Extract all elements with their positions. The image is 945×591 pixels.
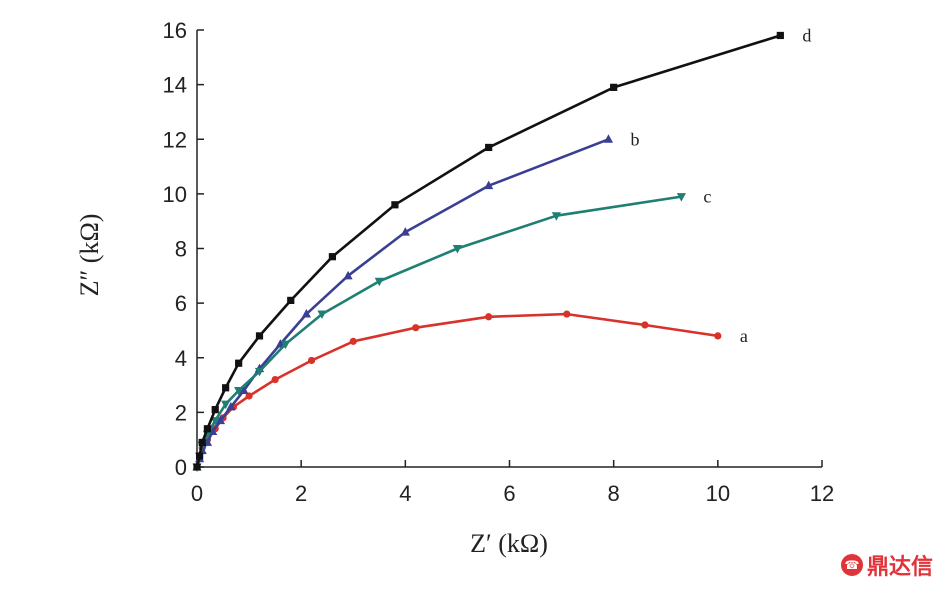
series-d-point bbox=[610, 83, 618, 91]
watermark-text: 鼎达信 bbox=[866, 555, 933, 580]
series-d-point bbox=[485, 143, 493, 152]
y-tick-label: 2 bbox=[175, 400, 187, 425]
series-b-point bbox=[226, 401, 236, 411]
series-c-point bbox=[221, 400, 231, 410]
series-d: d bbox=[193, 25, 811, 471]
series-b-line bbox=[195, 138, 609, 468]
series-a-point bbox=[641, 321, 649, 329]
series-layer: a b c d bbox=[192, 25, 811, 472]
series-d-point bbox=[196, 452, 204, 460]
series-a-point bbox=[485, 313, 493, 321]
x-tick-label: 6 bbox=[503, 481, 515, 506]
series-b: b bbox=[192, 129, 639, 471]
series-c-point bbox=[280, 340, 291, 350]
series-b-point bbox=[400, 227, 410, 236]
series-d-point bbox=[391, 201, 399, 209]
x-tick-label: 4 bbox=[399, 481, 411, 506]
series-c-point bbox=[210, 417, 220, 426]
series-c-point bbox=[254, 367, 265, 377]
watermark: ☎ 鼎达信 bbox=[840, 549, 933, 581]
series-c-point bbox=[317, 310, 327, 320]
series-d-label: d bbox=[802, 25, 811, 45]
series-b-point bbox=[215, 415, 226, 425]
series-a-point bbox=[307, 356, 316, 365]
series-d-point bbox=[211, 406, 219, 414]
y-tick-label: 8 bbox=[175, 237, 187, 262]
series-b-point bbox=[301, 309, 311, 318]
x-tick-label: 8 bbox=[608, 481, 620, 506]
axes: 0 2 4 6 8 10 12 0 2 4 6 8 10 12 14 16 bbox=[163, 18, 835, 506]
y-axis-title: Z″ (kΩ) bbox=[75, 214, 104, 297]
series-a-label: a bbox=[740, 326, 748, 346]
series-a-point bbox=[563, 310, 571, 318]
series-a-point bbox=[271, 376, 279, 384]
series-b-point bbox=[603, 134, 614, 143]
series-c-line bbox=[195, 195, 682, 468]
series-a-point bbox=[714, 332, 722, 340]
series-d-point bbox=[287, 296, 295, 304]
series-b-point bbox=[484, 180, 494, 190]
x-tick-label: 12 bbox=[810, 481, 834, 506]
series-b-label: b bbox=[630, 129, 639, 149]
y-tick-label: 16 bbox=[163, 18, 187, 43]
x-tick-label: 2 bbox=[295, 481, 307, 506]
x-tick-label: 0 bbox=[191, 481, 203, 506]
series-d-point bbox=[328, 253, 337, 261]
series-d-point bbox=[776, 31, 784, 40]
series-d-point bbox=[193, 463, 201, 471]
series-d-point bbox=[203, 425, 212, 433]
series-d-point bbox=[198, 438, 206, 447]
series-c-point bbox=[234, 387, 244, 396]
series-b-point bbox=[343, 270, 353, 280]
x-tick-label: 10 bbox=[706, 481, 730, 506]
series-a-point bbox=[349, 337, 357, 345]
series-a-line bbox=[195, 312, 718, 468]
y-tick-label: 6 bbox=[175, 291, 187, 316]
y-tick-label: 10 bbox=[163, 182, 187, 207]
series-c-label: c bbox=[703, 187, 711, 207]
series-a-point bbox=[412, 324, 420, 332]
y-tick-label: 12 bbox=[163, 127, 187, 152]
series-c-point bbox=[452, 245, 463, 254]
series-d-point bbox=[222, 384, 230, 392]
series-a: a bbox=[193, 310, 748, 471]
watermark-logo-icon: ☎ bbox=[840, 554, 863, 576]
y-tick-label: 0 bbox=[175, 455, 187, 480]
series-d-point bbox=[235, 359, 243, 367]
series-c-point bbox=[551, 212, 561, 221]
series-d-point bbox=[255, 332, 264, 340]
series-d-line bbox=[195, 34, 781, 468]
x-axis-title: Z′ (kΩ) bbox=[470, 529, 548, 558]
series-c-point bbox=[676, 193, 686, 202]
series-b-point bbox=[239, 385, 249, 395]
series-a-point bbox=[245, 392, 253, 400]
series-c: c bbox=[192, 187, 711, 472]
series-c-point bbox=[374, 277, 384, 287]
y-tick-label: 14 bbox=[163, 73, 187, 98]
y-tick-label: 4 bbox=[175, 346, 187, 371]
